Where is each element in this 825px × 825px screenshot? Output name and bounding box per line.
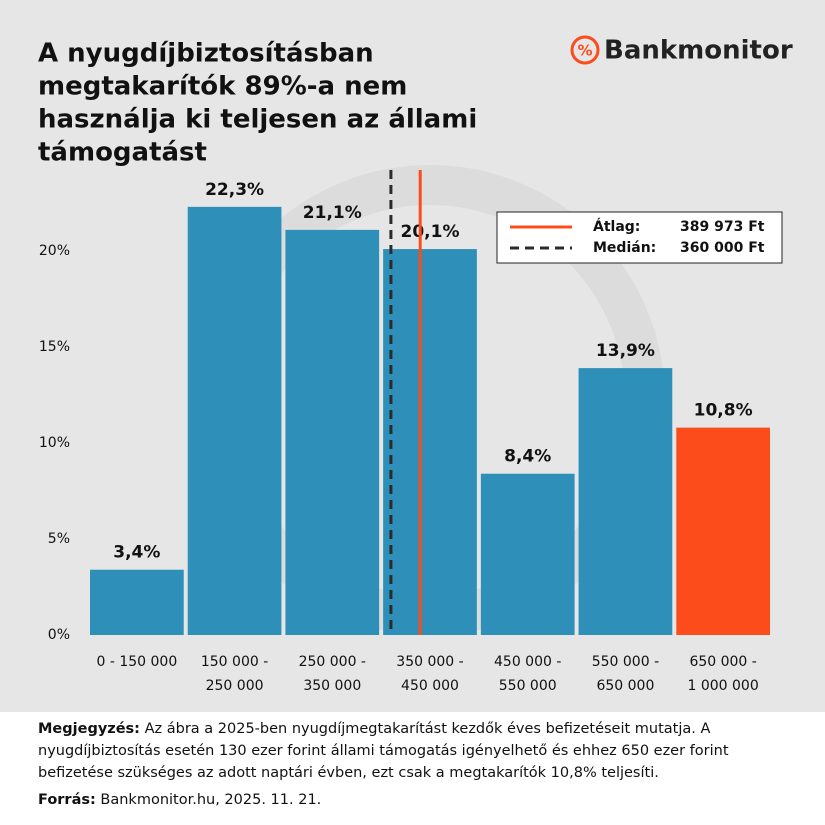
value-label: 21,1% [303, 203, 362, 223]
brand-icon-ring [570, 35, 600, 65]
y-tick-label: 20% [39, 243, 70, 259]
bar [578, 368, 673, 635]
brand: Bankmonitor [604, 36, 793, 66]
bar [383, 249, 477, 635]
x-tick-label: 450 000 - [494, 654, 561, 670]
legend-box [496, 211, 783, 264]
y-tick-label: 10% [39, 435, 70, 451]
y-tick-label: 15% [39, 339, 70, 355]
x-tick-label: 350 000 [303, 678, 361, 694]
value-label: 8,4% [504, 447, 551, 467]
x-tick-label: 250 000 [206, 678, 264, 694]
y-tick-label: 0% [48, 627, 70, 643]
title-line: használja ki teljesen az állami [38, 105, 477, 135]
source-text: Bankmonitor.hu, 2025. 11. 21. [100, 792, 322, 808]
brand-icon: % [577, 42, 592, 60]
title-line: támogatást [38, 138, 207, 168]
bar [676, 427, 770, 635]
legend-value: 389 973 Ft [680, 219, 765, 235]
value-label: 20,1% [401, 222, 460, 242]
value-label: 22,3% [205, 180, 264, 200]
bar [187, 206, 282, 635]
x-tick-label: 350 000 - [396, 654, 463, 670]
legend-label: Medián: [593, 240, 656, 256]
note-text: Az ábra a 2025-ben nyugdíjmegtakarítást … [38, 721, 729, 781]
value-label: 13,9% [596, 341, 655, 361]
x-tick-label: 550 000 - [592, 654, 659, 670]
bar [480, 473, 575, 635]
note: Megjegyzés: Az ábra a 2025-ben nyugdíjme… [38, 718, 798, 784]
title-line: A nyugdíjbiztosításban [38, 39, 374, 69]
chart: % Bankmonitor A nyugdíjbiztosításbanmegt… [0, 0, 825, 712]
y-tick-label: 5% [48, 531, 70, 547]
x-tick-label: 450 000 [401, 678, 459, 694]
title-line: megtakarítók 89%-a nem [38, 72, 407, 102]
x-tick-label: 650 000 - [689, 654, 756, 670]
x-tick-label: 650 000 [596, 678, 654, 694]
legend-value: 360 000 Ft [680, 240, 765, 256]
bar [285, 229, 380, 635]
x-tick-label: 1 000 000 [688, 678, 759, 694]
bar [90, 569, 184, 635]
note-label: Megjegyzés: [38, 721, 140, 737]
value-label: 10,8% [694, 401, 753, 421]
x-tick-label: 0 - 150 000 [96, 654, 177, 670]
x-tick-label: 250 000 - [299, 654, 366, 670]
source: Forrás: Bankmonitor.hu, 2025. 11. 21. [38, 792, 321, 808]
legend-label: Átlag: [593, 218, 640, 235]
value-label: 3,4% [113, 543, 160, 563]
x-tick-label: 150 000 - [201, 654, 268, 670]
x-tick-label: 550 000 [499, 678, 557, 694]
source-label: Forrás: [38, 792, 96, 808]
